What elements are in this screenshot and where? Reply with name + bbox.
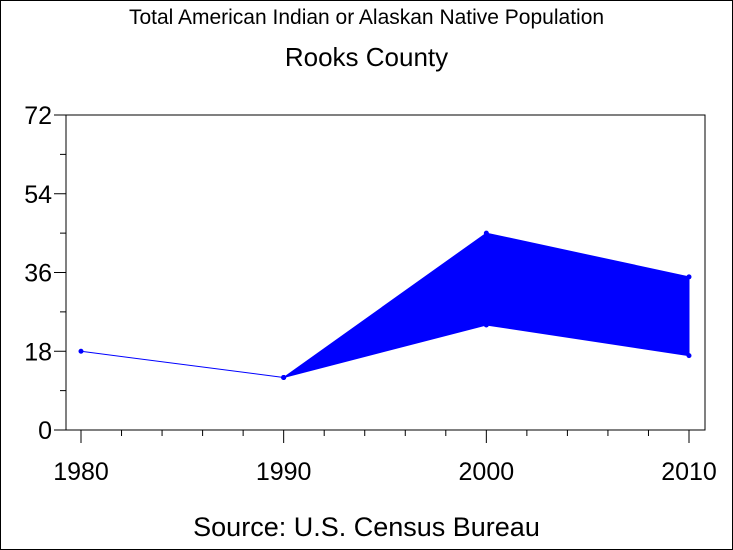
y-tick-label: 0	[38, 417, 52, 445]
range-band-high-point	[686, 274, 692, 280]
x-tick-label: 2010	[661, 458, 717, 486]
series-point	[281, 375, 287, 380]
y-tick-label: 54	[24, 181, 52, 209]
chart-subtitle: Rooks County	[284, 42, 449, 72]
x-tick-label: 1990	[256, 458, 312, 486]
y-tick-label: 72	[24, 102, 52, 130]
range-band-low-point	[686, 353, 692, 359]
chart-title: Total American Indian or Alaskan Native …	[128, 6, 605, 29]
y-tick-label: 36	[24, 260, 52, 288]
series-line	[80, 350, 284, 378]
chart-source-note: Source: U.S. Census Bureau	[193, 512, 540, 542]
x-tick-label: 2000	[459, 458, 515, 486]
range-band-low-point	[483, 322, 489, 328]
range-band-high-point	[483, 230, 489, 236]
series-point	[78, 348, 84, 354]
y-tick-label: 18	[24, 338, 52, 366]
x-tick-label: 1980	[53, 458, 109, 486]
range-band-area	[283, 232, 690, 378]
